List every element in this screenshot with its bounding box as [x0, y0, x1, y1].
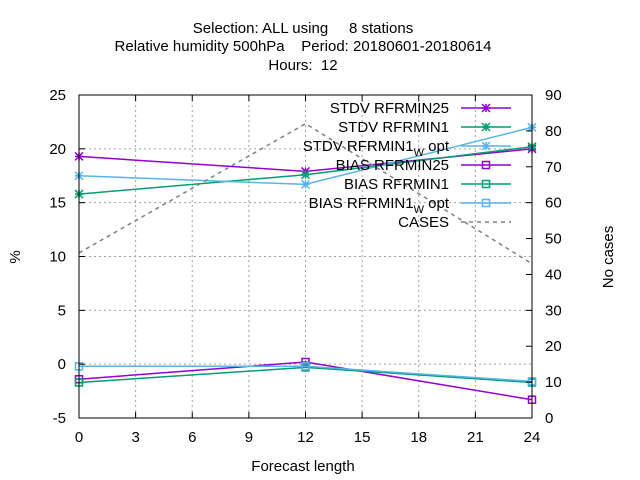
- y2-tick-label: 50: [545, 231, 562, 248]
- legend-swatch-marker: [481, 179, 491, 189]
- y-axis-label: %: [7, 250, 24, 263]
- x-tick-label: 3: [131, 429, 139, 446]
- legend-label: STDV RFRMIN25: [330, 100, 449, 117]
- series-line-5: [79, 365, 533, 383]
- y-tick-label: 25: [49, 87, 66, 104]
- x-tick-label: 24: [524, 429, 541, 446]
- series-2-point: [300, 179, 311, 189]
- series-5-point: [301, 362, 310, 371]
- series-line-4: [78, 366, 533, 384]
- y2-tick-label: 60: [545, 195, 562, 212]
- legend-label: BIAS RFRMIN1W opt: [309, 195, 450, 216]
- legend-swatch-marker: [481, 122, 491, 132]
- chart-title-line-3: Hours: 12: [268, 57, 337, 74]
- y2-tick-label: 0: [545, 410, 553, 427]
- y2-tick-label: 80: [545, 123, 562, 140]
- chart-title-line-1: Selection: ALL using 8 stations: [193, 20, 413, 37]
- series-line-3: [78, 361, 533, 401]
- y2-tick-label: 20: [545, 338, 562, 355]
- legend: STDV RFRMIN25 STDV RFRMIN1 STDV RFRMIN1W o…: [303, 100, 511, 231]
- y2-tick-label: 40: [545, 266, 562, 283]
- x-tick-label: 12: [297, 429, 314, 446]
- y2-tick-label: 90: [545, 87, 562, 104]
- series-1-point: [300, 170, 311, 180]
- y2-tick-label: 70: [545, 159, 562, 176]
- y2-tick-label: 10: [545, 374, 562, 391]
- x-tick-label: 0: [75, 429, 83, 446]
- x-tick-label: 21: [467, 429, 484, 446]
- series-layer: [74, 122, 537, 404]
- y-tick-label: 10: [49, 249, 66, 266]
- x-axis-label: Forecast length: [251, 458, 354, 475]
- legend-swatch-marker: [481, 141, 491, 151]
- legend-swatch-marker: [481, 103, 491, 113]
- legend-label: BIAS RFRMIN1: [344, 176, 449, 193]
- y-tick-label: 20: [49, 141, 66, 158]
- y-tick-label: 0: [58, 356, 66, 373]
- x-tick-label: 15: [354, 429, 371, 446]
- x-tick-label: 18: [410, 429, 427, 446]
- x-tick-label: 6: [188, 429, 196, 446]
- y-tick-label: -5: [53, 410, 66, 427]
- chart-title-line-2: Relative humidity 500hPa Period: 2018060…: [115, 38, 492, 55]
- tick-layer: 0 3 6 9 12 15 18 21 24 -5 0 5 10 15 20 25 0 10 20 30 40 50 60 7…: [49, 87, 561, 446]
- y2-axis-label: No cases: [600, 226, 617, 289]
- y2-tick-label: 30: [545, 302, 562, 319]
- legend-label: BIAS RFRMIN25: [336, 157, 449, 174]
- legend-label: STDV RFRMIN1: [338, 119, 449, 136]
- legend-label: STDV RFRMIN1W opt: [303, 138, 450, 159]
- y-tick-label: 5: [58, 302, 66, 319]
- legend-swatch-marker: [481, 198, 491, 208]
- legend-label: CASES: [398, 214, 449, 231]
- grid-layer: [79, 95, 532, 418]
- legend-swatch-marker: [481, 160, 491, 170]
- series-3-point: [301, 357, 310, 367]
- x-tick-label: 9: [245, 429, 253, 446]
- y-tick-label: 15: [49, 195, 66, 212]
